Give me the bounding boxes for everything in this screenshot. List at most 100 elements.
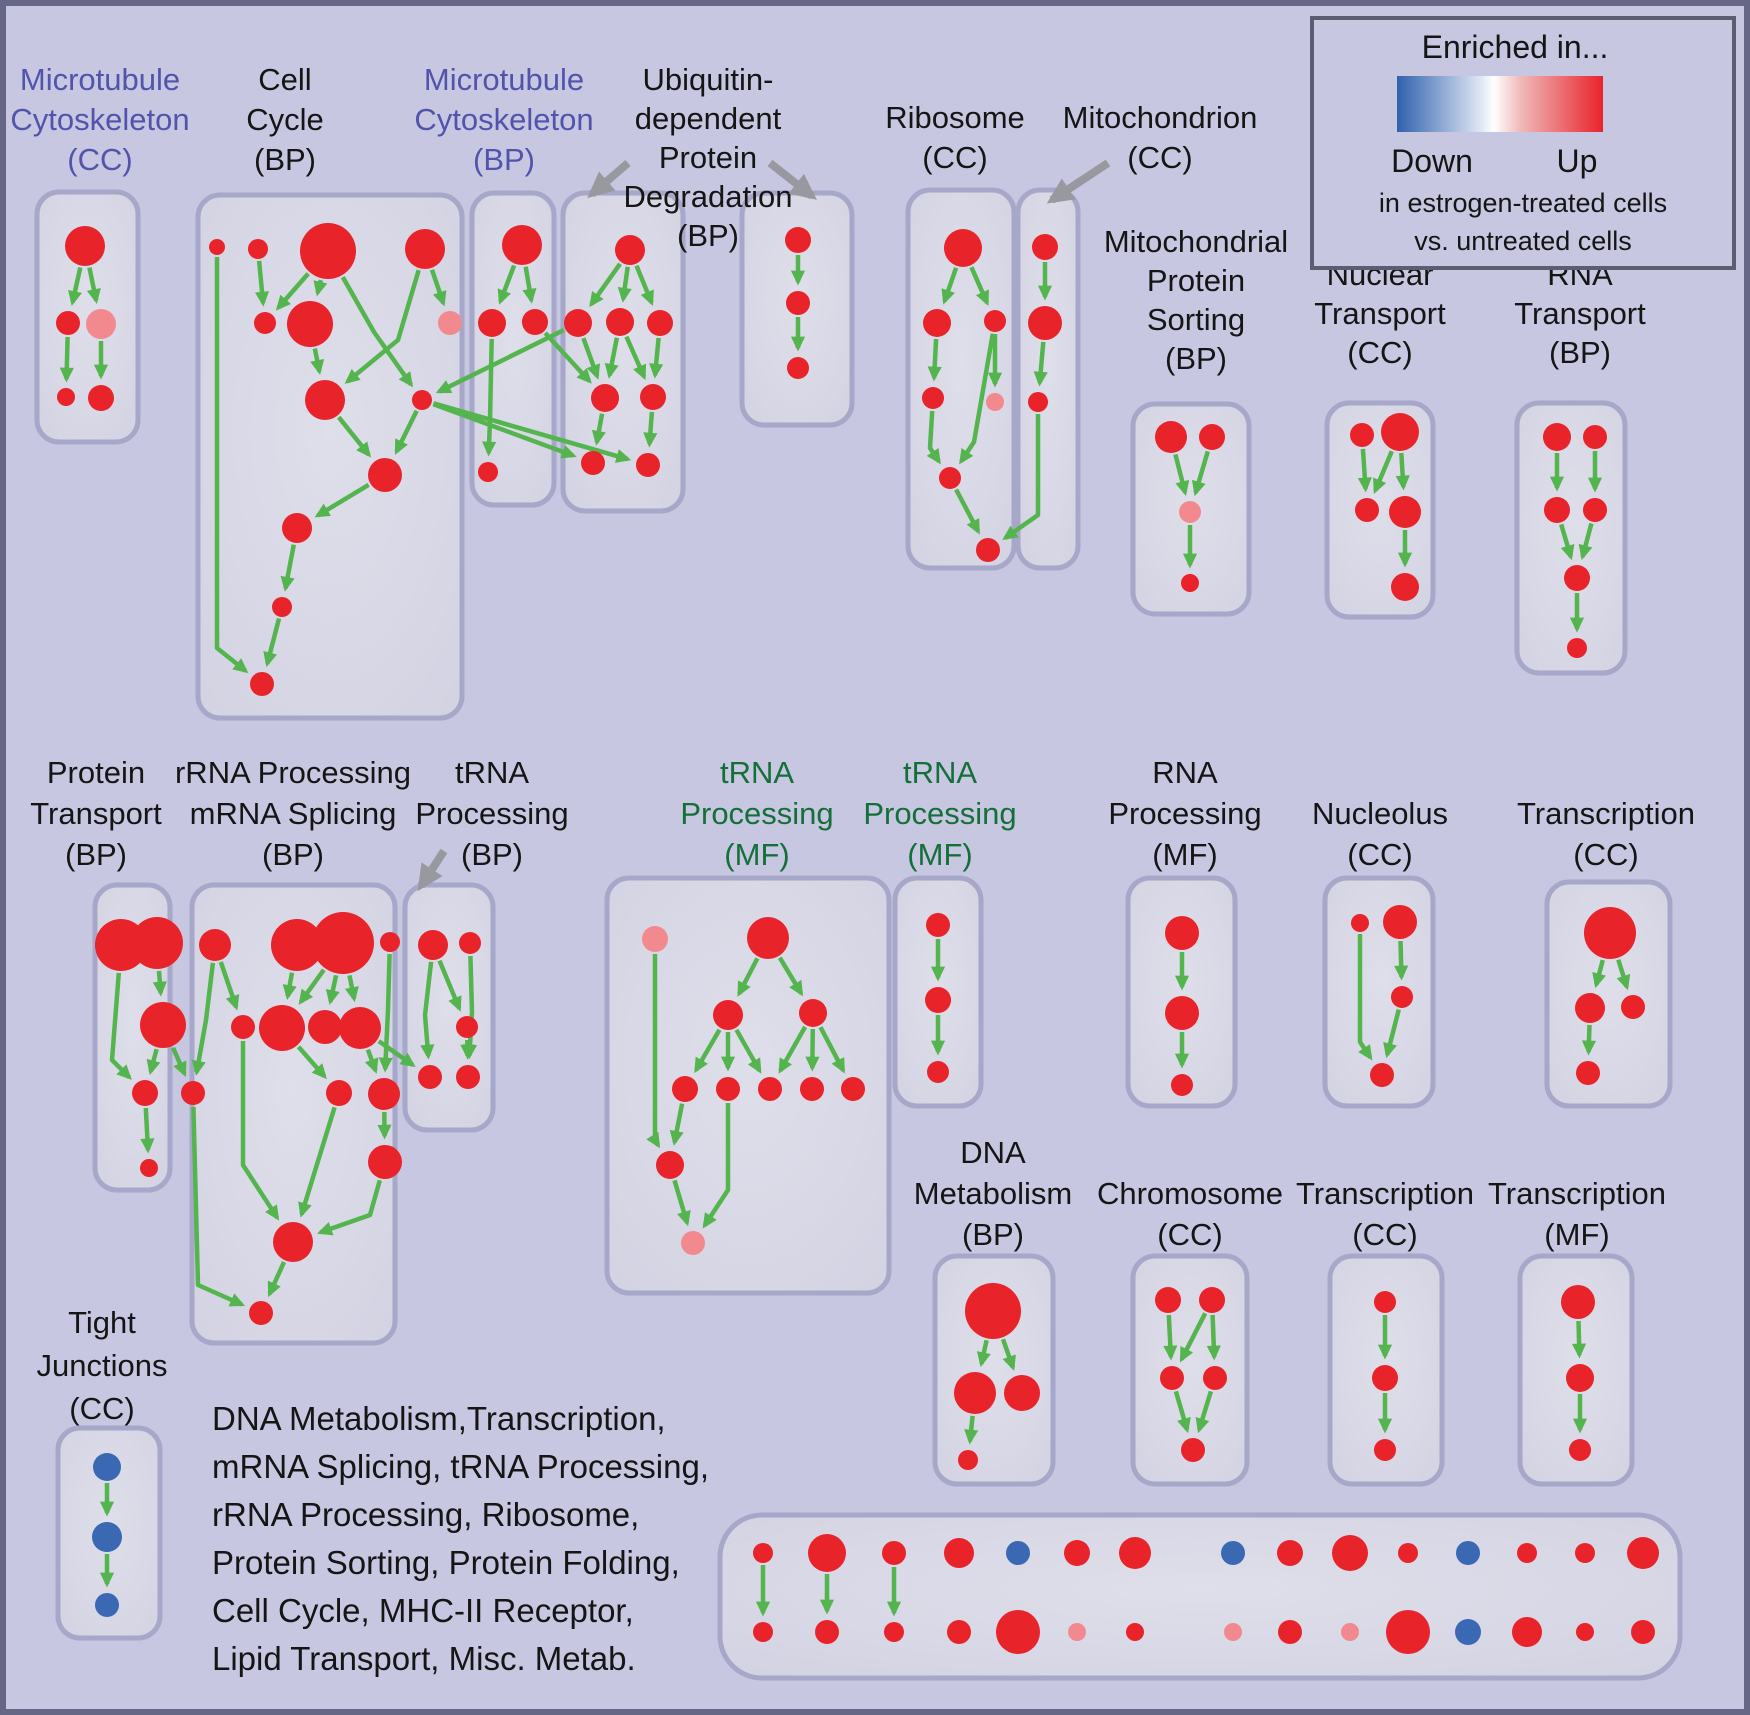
transcription-cc-mid-box [1544,879,1673,1109]
misc-node-bottom [1341,1623,1359,1641]
transcription-mf-label-line: Transcription [1488,1176,1666,1211]
trna-processing-bp-node [418,1065,442,1089]
rrna-mrna-bp-edge [378,953,393,1073]
rrna-mrna-bp-label-line: rRNA Processing [175,755,411,790]
rrna-mrna-bp-edge [296,1045,327,1080]
misc-node-bottom [1512,1617,1542,1647]
cross-cluster-edge [435,328,565,394]
nuclear-transport-cc-node [1389,496,1421,528]
nuclear-transport-cc-label-line: Transport [1314,296,1446,331]
trna-processing-mf-1-label-line: (MF) [724,837,789,872]
trna-processing-mf-1-edge [702,1103,731,1229]
cross-cluster-edge [432,401,577,459]
ubiquitin-left-node [581,451,605,475]
cell-cycle-bp-edge [340,275,414,388]
rrna-mrna-bp-node [308,1010,342,1044]
ubiquitin-left-node [640,384,666,410]
misc-node-top [1627,1537,1659,1569]
trna-processing-bp-node [456,1065,480,1089]
trna-processing-mf-1-node [758,1077,782,1101]
microtubule-bp-node [502,225,542,265]
cross-cluster-edge [171,1046,187,1078]
protein-transport-bp-node [131,917,183,969]
trna-processing-mf-1-edge [734,1028,762,1074]
transcription-mf-node [1561,1285,1595,1319]
cell-cycle-bp-node [438,311,462,335]
cross-cluster-edge [432,401,632,463]
ribosome-cc-box [905,187,1017,571]
transcription-mf-label-line: (MF) [1544,1217,1609,1252]
legend: Enriched in... Down Up in estrogen-treated … [1310,16,1736,270]
trna-processing-bp-node [459,932,481,954]
rrna-mrna-bp-node [339,1007,381,1049]
nuclear-transport-cc-edge [1373,450,1394,494]
microtubule-cc-node [86,309,116,339]
ubiquitin-right-node [785,227,811,253]
transcription-cc-mid-node [1576,1061,1600,1085]
microtubule-bp-edge [522,266,537,304]
mito-protein-sorting-bp-label-line: Protein [1147,263,1245,298]
dna-metabolism-bp-node [965,1283,1021,1339]
rna-processing-mf-node [1165,996,1199,1030]
trna-processing-mf-1-node [681,1231,705,1255]
rna-processing-mf-label-line: (MF) [1152,837,1217,872]
transcription-mf-node [1569,1439,1591,1461]
nuclear-transport-cc-node [1350,423,1374,447]
legend-title: Enriched in... [1422,29,1609,65]
ubiquitin-label-line: Protein [659,140,757,175]
ribosome-cc-label-line: (CC) [922,140,987,175]
ubiquitin-left-edge [643,411,658,448]
trna-processing-mf-2-node [925,987,951,1013]
chromosome-cc-node [1155,1287,1181,1313]
rna-processing-mf-label-line: RNA [1152,755,1218,790]
ubiquitin-left-node [647,310,673,336]
transcription-cc-low-label-line: (CC) [1352,1217,1417,1252]
rna-processing-mf-box [1125,875,1238,1109]
misc-terms-box [717,1512,1683,1681]
rrna-mrna-bp-edge [325,974,340,1006]
microtubule-cc-label-line: Cytoskeleton [10,102,189,137]
misc-node-top [1517,1543,1537,1563]
rrna-mrna-bp-label-line: mRNA Splicing [190,796,397,831]
nucleolus-cc-label-line: (CC) [1347,837,1412,872]
rrna-mrna-bp-edge [191,962,216,1076]
trna-processing-mf-2-label-line: (MF) [907,837,972,872]
ubiquitin-left-edge [581,337,601,380]
dna-metabolism-bp-node [954,1372,996,1414]
ubiquitin-label-line: Ubiquitin- [643,62,774,97]
mito-protein-sorting-bp-label-line: Sorting [1147,302,1245,337]
legend-subtitle-2: vs. untreated cells [1414,226,1632,256]
trna-processing-mf-1-node [713,1000,743,1030]
misc-text-line: mRNA Splicing, tRNA Processing, [212,1448,709,1485]
cell-cycle-bp-edge [314,482,370,518]
cell-cycle-bp-edge [336,415,372,458]
rrna-mrna-bp-edge [218,961,240,1011]
tight-junctions-cc-label-line: (CC) [69,1391,134,1426]
cell-cycle-bp-node [282,513,312,543]
rna-transport-bp-node [1543,423,1571,451]
rna-transport-bp-node [1544,497,1570,523]
transcription-cc-mid-edge [1581,1024,1597,1056]
misc-node-bottom [1126,1623,1144,1641]
trna-processing-mf-1-label-line: tRNA [720,755,794,790]
protein-transport-bp-label-line: (BP) [65,837,127,872]
trna-processing-mf-1-edge [805,1028,820,1072]
rna-transport-bp-node [1564,565,1590,591]
misc-node-top [1398,1543,1418,1563]
trna-processing-mf-1-edge [669,1103,685,1146]
cell-cycle-bp-node [272,597,292,617]
mitochondrion-cc-edge [1033,341,1048,387]
rrna-mrna-bp-edge [267,1261,287,1298]
misc-node-top [808,1534,846,1572]
rrna-mrna-bp-node [181,1081,205,1105]
trna-processing-mf-1-node [672,1076,698,1102]
chromosome-cc-node [1160,1366,1184,1390]
trna-processing-mf-2-node [927,1061,949,1083]
microtubule-bp-node [522,309,548,335]
trna-processing-mf-1-edge [672,1179,691,1227]
tight-junctions-cc-node [93,1453,121,1481]
mito-protein-sorting-bp-node [1155,421,1187,453]
transcription-cc-mid-node [1621,995,1645,1019]
chromosome-cc-edge [1179,1312,1208,1363]
